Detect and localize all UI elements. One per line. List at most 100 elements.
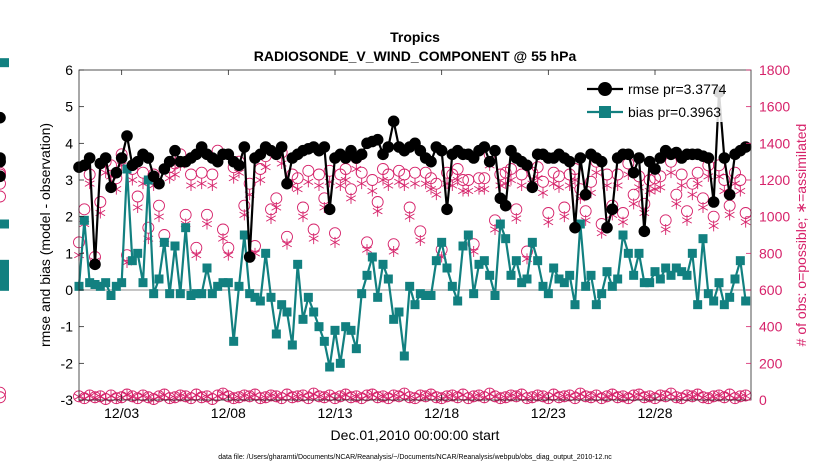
obs-assimilated-marker xyxy=(132,202,143,213)
obs-possible-marker xyxy=(478,172,491,185)
x-tick-label: 12/18 xyxy=(424,405,459,421)
bias-marker xyxy=(303,292,313,302)
obs-possible-marker xyxy=(430,177,443,190)
y-tick-label-left: 5 xyxy=(65,99,73,115)
rmse-marker xyxy=(606,203,619,216)
obs-possible-marker xyxy=(0,177,6,190)
obs-assimilated-marker xyxy=(218,233,228,245)
obs-assimilated-marker xyxy=(378,174,388,186)
obs-possible-marker xyxy=(441,166,453,179)
bias-marker xyxy=(0,58,9,68)
obs-assimilated-marker xyxy=(298,211,308,223)
bias-marker xyxy=(325,362,335,372)
y-tick-label-right: 400 xyxy=(759,319,783,335)
rmse-marker xyxy=(355,148,368,161)
rmse-marker xyxy=(99,152,112,164)
chart-title: Tropics xyxy=(390,29,440,45)
bias-marker xyxy=(437,237,447,247)
rmse-marker xyxy=(649,163,661,175)
bias-marker xyxy=(655,274,665,284)
obs-assimilated-lower-marker xyxy=(500,392,511,404)
rmse-marker xyxy=(718,152,731,164)
rmse-marker xyxy=(0,111,6,124)
obs-possible-marker xyxy=(0,166,6,179)
obs-assimilated-marker xyxy=(383,180,394,191)
obs-assimilated-marker xyxy=(559,211,570,223)
bias-marker xyxy=(639,278,649,288)
bias-marker xyxy=(314,322,324,332)
obs-assimilated-marker xyxy=(367,185,378,197)
bias-marker xyxy=(266,292,276,302)
obs-assimilated-marker xyxy=(671,198,682,210)
obs-assimilated-marker xyxy=(228,172,239,184)
bias-marker xyxy=(490,291,500,300)
bias-marker xyxy=(234,281,244,291)
obs-assimilated-marker xyxy=(330,236,340,248)
rmse-marker xyxy=(521,159,533,172)
bias-marker xyxy=(469,289,479,299)
bias-marker xyxy=(399,351,409,361)
y-tick-label-left: 6 xyxy=(65,62,73,78)
bias-marker xyxy=(506,270,516,280)
bias-marker xyxy=(709,296,719,306)
bias-marker xyxy=(239,230,249,240)
y-tick-label-right: 1800 xyxy=(759,62,790,78)
obs-possible-marker xyxy=(243,177,256,190)
bias-marker xyxy=(730,274,740,284)
legend-background xyxy=(587,78,745,122)
bias-marker xyxy=(223,278,233,288)
bias-marker xyxy=(447,281,457,291)
obs-assimilated-marker xyxy=(207,180,218,191)
plot-frame xyxy=(78,69,752,401)
x-axis-label: Dec.01,2010 00:00:00 start xyxy=(331,427,500,443)
obs-assimilated-lower-marker xyxy=(143,392,154,404)
bias-marker xyxy=(714,278,724,288)
obs-possible-marker xyxy=(142,221,155,234)
obs-assimilated-marker xyxy=(591,167,602,179)
rmse-marker xyxy=(601,221,613,234)
obs-possible-marker xyxy=(473,172,485,185)
bias-marker xyxy=(581,281,591,291)
bias-marker xyxy=(277,300,287,310)
bias-marker xyxy=(687,248,697,258)
obs-assimilated-marker xyxy=(618,216,628,228)
obs-possible-marker xyxy=(691,166,704,179)
obs-assimilated-marker xyxy=(420,178,431,190)
rmse-marker xyxy=(425,155,437,168)
obs-assimilated-marker xyxy=(410,178,420,190)
obs-assimilated-marker xyxy=(516,180,527,191)
obs-assimilated-marker xyxy=(628,198,639,210)
y-tick-label-left: -1 xyxy=(61,319,74,335)
obs-possible-lower-marker xyxy=(0,391,6,404)
bias-marker xyxy=(282,307,292,317)
y-tick-label-right: 600 xyxy=(759,282,783,298)
obs-assimilated-marker xyxy=(362,244,372,256)
bias-marker xyxy=(495,219,505,229)
bias-marker xyxy=(682,270,692,280)
bias-marker xyxy=(309,307,319,317)
bias-marker xyxy=(597,289,607,299)
bias-marker xyxy=(405,281,415,291)
series-group xyxy=(0,58,752,406)
y-tick-label-left: 2 xyxy=(65,209,73,225)
bias-marker xyxy=(570,300,580,310)
x-tick-label: 12/08 xyxy=(211,405,246,421)
bias-marker xyxy=(138,278,148,288)
bias-marker xyxy=(554,274,564,284)
obs-assimilated-marker xyxy=(223,249,234,261)
obs-assimilated-marker xyxy=(687,189,698,201)
obs-assimilated-marker xyxy=(255,174,266,186)
bias-marker xyxy=(351,344,361,354)
bias-marker xyxy=(213,281,223,291)
rmse-marker xyxy=(483,155,496,168)
obs-assimilated-marker xyxy=(474,183,484,195)
bias-marker xyxy=(143,175,153,185)
obs-assimilated-marker xyxy=(538,187,548,199)
bias-marker xyxy=(191,289,201,299)
obs-assimilated-marker xyxy=(186,180,196,191)
y-tick-label-left: 1 xyxy=(65,245,73,261)
bias-marker xyxy=(650,267,660,277)
bias-marker xyxy=(357,289,367,299)
bias-marker xyxy=(703,289,713,299)
